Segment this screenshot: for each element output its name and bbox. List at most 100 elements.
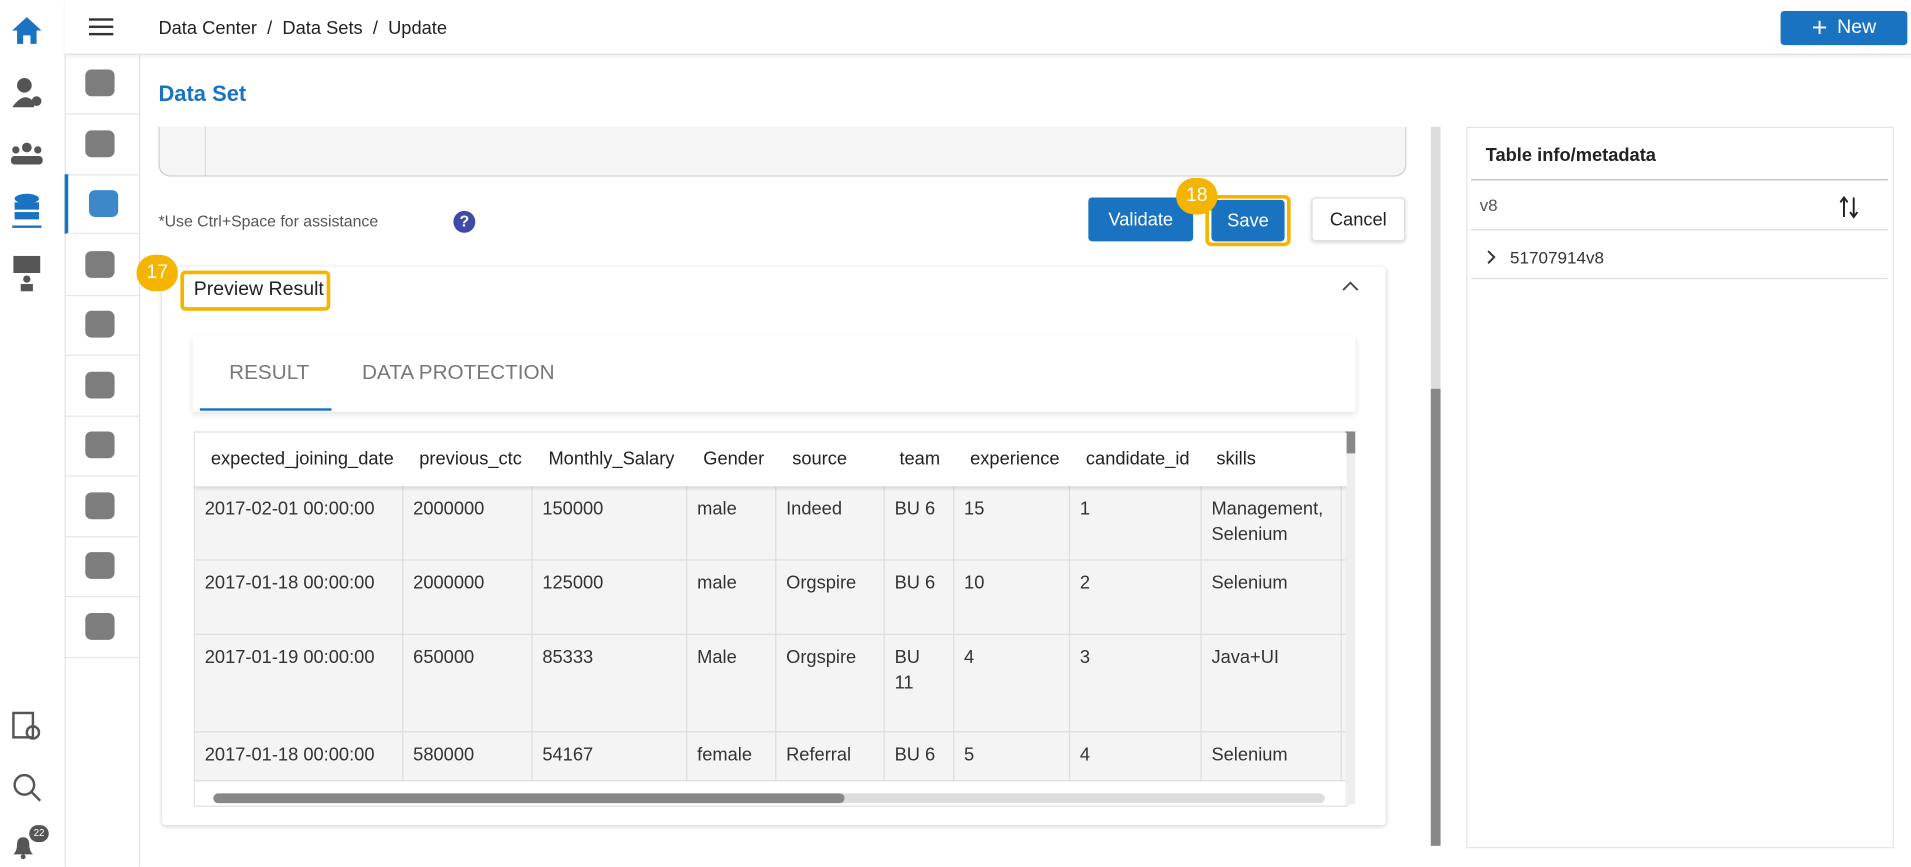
- column-header[interactable]: Gender: [703, 448, 765, 470]
- data-center-icon[interactable]: [10, 193, 44, 232]
- nav-item[interactable]: [64, 355, 139, 417]
- table-row: [195, 560, 1347, 635]
- table-cell: BU 6: [885, 486, 955, 561]
- bell-icon[interactable]: [10, 834, 37, 861]
- table-cell: 3: [1070, 634, 1202, 733]
- nav-icon: [85, 612, 115, 640]
- table-cell: Java+UI: [1202, 634, 1342, 733]
- column-header[interactable]: Monthly_Salary: [548, 448, 675, 470]
- nav-icon: [85, 310, 115, 338]
- preview-card: RESULT DATA PROTECTION expected_joining_…: [162, 266, 1386, 826]
- side-panel: Table info/metadata v8 51707914v8: [1466, 126, 1894, 849]
- nav-icon: [88, 190, 119, 217]
- nav-icon: [85, 69, 115, 97]
- table-cell: 5: [954, 732, 1071, 782]
- highlight: [1205, 195, 1291, 247]
- table-cell: male: [687, 560, 777, 635]
- table-cell: 4: [954, 634, 1071, 733]
- table-cell: 2017-01-18 00:00:00: [195, 560, 404, 635]
- hint: *Use Ctrl+Space for assistance: [158, 212, 379, 231]
- table-row: [195, 486, 1347, 561]
- search-input[interactable]: v8: [1479, 195, 1498, 215]
- search-icon[interactable]: [10, 770, 44, 804]
- table-cell: Selenium: [1202, 732, 1342, 782]
- user-settings-icon[interactable]: [10, 76, 44, 110]
- table-cell: 2017-01-18 00:00:00: [195, 732, 404, 782]
- table-cell: Male: [687, 634, 777, 733]
- page-scrollbar[interactable]: [1430, 126, 1441, 846]
- nav-item[interactable]: [64, 174, 139, 234]
- table-cell: 150000: [533, 486, 688, 561]
- column-header[interactable]: team: [899, 448, 941, 470]
- nav-icon: [85, 491, 115, 519]
- nav-rail: 22: [0, 0, 66, 867]
- tab[interactable]: DATA PROTECTION: [361, 360, 555, 384]
- collapse-icon[interactable]: [1341, 279, 1361, 294]
- column-header[interactable]: expected_joining_date: [210, 448, 394, 470]
- breadcrumb-item: Update: [388, 18, 448, 39]
- breadcrumb-item[interactable]: Data Sets: [282, 18, 363, 39]
- preview-title[interactable]: Preview Result: [193, 279, 324, 300]
- table-cell: female: [687, 732, 777, 782]
- highlight: [180, 270, 331, 311]
- expand-icon[interactable]: [1486, 249, 1498, 266]
- nav-icon: [85, 250, 115, 278]
- nav-item[interactable]: [64, 54, 139, 115]
- v-scrollbar[interactable]: [1345, 431, 1356, 805]
- home-icon[interactable]: [10, 15, 44, 47]
- column-header[interactable]: candidate_id: [1085, 448, 1190, 470]
- table-cell: 15: [954, 486, 1071, 561]
- nav-item[interactable]: [64, 235, 139, 296]
- query-editor[interactable]: [158, 126, 1407, 177]
- table-cell: 10: [954, 560, 1071, 635]
- tab[interactable]: RESULT: [229, 360, 310, 384]
- tab-indicator: [199, 408, 332, 411]
- validate-button[interactable]: Validate: [1088, 197, 1194, 242]
- table-cell: 2000000: [403, 486, 533, 561]
- users-icon[interactable]: [10, 139, 44, 168]
- column-header[interactable]: experience: [970, 448, 1060, 470]
- result-table: expected_joining_date previous_ctc Monthly…: [193, 431, 1348, 807]
- table-cell: 125000: [533, 560, 688, 635]
- search-data-icon[interactable]: [10, 709, 44, 743]
- nav-item[interactable]: [64, 597, 139, 658]
- new-button[interactable]: + New: [1780, 10, 1908, 46]
- nav-item[interactable]: [64, 416, 139, 477]
- notification-count: 22: [29, 825, 49, 843]
- new-label: New: [1837, 17, 1877, 38]
- table-row: [195, 634, 1347, 733]
- column-header[interactable]: skills: [1216, 448, 1256, 470]
- column-header[interactable]: previous_ctc: [419, 448, 522, 470]
- table-cell: 1: [1070, 486, 1202, 561]
- breadcrumb: Data Center / Data Sets / Update: [158, 18, 448, 39]
- table-cell: 650000: [403, 634, 533, 733]
- nav-icon: [85, 431, 115, 459]
- nav-icon: [85, 129, 115, 157]
- sort-icon[interactable]: [1839, 195, 1859, 219]
- step-badge: 18: [1176, 177, 1218, 215]
- tree-item[interactable]: 51707914v8: [1510, 247, 1604, 267]
- table-cell: Selenium: [1202, 560, 1342, 635]
- table-cell: 54167: [533, 732, 688, 782]
- help-icon[interactable]: ?: [453, 210, 476, 233]
- column-header[interactable]: source: [792, 448, 848, 470]
- table-cell: BU 6: [885, 560, 955, 635]
- save-button[interactable]: Save: [1211, 199, 1285, 242]
- table-cell: Indeed: [776, 486, 885, 561]
- table-cell: 2000000: [403, 560, 533, 635]
- table-cell: Orgspire: [776, 560, 885, 635]
- table-cell: 4: [1070, 732, 1202, 782]
- step-badge: 17: [136, 254, 178, 292]
- breadcrumb-item[interactable]: Data Center: [158, 18, 258, 39]
- cancel-button[interactable]: Cancel: [1311, 197, 1406, 242]
- top-bar: Data Center / Data Sets / Update + New: [64, 0, 1911, 55]
- nav-item[interactable]: [64, 295, 139, 356]
- nav-icon: [85, 371, 115, 398]
- dashboard-icon[interactable]: [10, 254, 44, 293]
- h-scrollbar[interactable]: [213, 793, 1325, 804]
- nav-item[interactable]: [64, 476, 139, 537]
- nav-item[interactable]: [64, 536, 139, 598]
- menu-icon[interactable]: [88, 17, 114, 37]
- nav-item[interactable]: [64, 114, 139, 175]
